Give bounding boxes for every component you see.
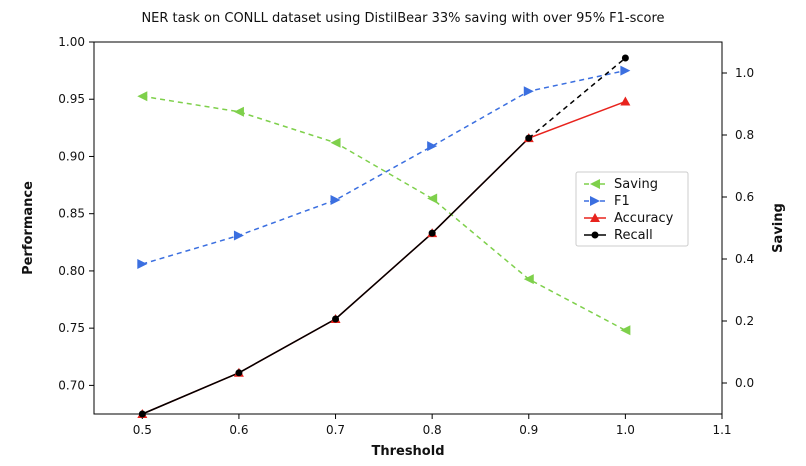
y-tick-label: 0.95 bbox=[58, 92, 85, 106]
y-axis-left: 0.70 0.75 0.80 0.85 0.90 0.95 1.00 bbox=[58, 35, 94, 392]
legend-marker-f1 bbox=[590, 196, 600, 206]
saving-point bbox=[233, 106, 244, 117]
legend-marker-accuracy bbox=[590, 213, 600, 222]
plot-frame bbox=[93, 41, 723, 415]
f1-point bbox=[523, 86, 534, 97]
y-tick-label: 0.75 bbox=[58, 321, 85, 335]
y2-tick-label: 1.0 bbox=[735, 66, 754, 80]
x-tick-label: 0.5 bbox=[133, 423, 152, 437]
y-tick-label: 0.70 bbox=[58, 378, 85, 392]
recall-point bbox=[621, 54, 629, 62]
x-axis-title: Threshold bbox=[371, 444, 444, 459]
saving-point bbox=[523, 274, 534, 285]
x-tick-label: 0.7 bbox=[326, 423, 345, 437]
x-tick-label: 1.0 bbox=[616, 423, 635, 437]
y-tick-label: 0.90 bbox=[58, 149, 85, 163]
y2-tick-label: 0.0 bbox=[735, 376, 754, 390]
f1-point bbox=[427, 141, 438, 152]
legend-label-accuracy: Accuracy bbox=[614, 211, 674, 226]
y2-tick-label: 0.6 bbox=[735, 190, 754, 204]
saving-line bbox=[142, 95, 626, 331]
legend-label-f1: F1 bbox=[614, 194, 630, 209]
legend-label-saving: Saving bbox=[614, 177, 658, 192]
recall-line-dashed-segment bbox=[528, 57, 626, 139]
chart-title: NER task on CONLL dataset using DistilBe… bbox=[141, 11, 664, 26]
x-axis: 0.5 0.6 0.7 0.8 0.9 1.0 1.1 bbox=[133, 414, 732, 437]
f1-point bbox=[233, 230, 244, 241]
x-tick-label: 0.6 bbox=[229, 423, 248, 437]
accuracy-point bbox=[620, 96, 631, 106]
f1-point bbox=[330, 194, 341, 205]
f1-point bbox=[137, 259, 148, 270]
legend-label-recall: Recall bbox=[614, 228, 653, 243]
x-tick-label: 0.9 bbox=[519, 423, 538, 437]
f1-line bbox=[142, 69, 626, 265]
recall-point bbox=[138, 410, 146, 418]
saving-point bbox=[137, 91, 148, 102]
saving-point bbox=[427, 193, 438, 204]
x-tick-label: 1.1 bbox=[712, 423, 731, 437]
legend-marker-saving bbox=[590, 179, 600, 189]
y2-tick-label: 0.4 bbox=[735, 252, 754, 266]
y-axis-title: Performance bbox=[21, 181, 36, 275]
f1-point bbox=[620, 65, 631, 76]
legend: Saving F1 Accuracy Recall bbox=[575, 171, 689, 247]
y2-tick-label: 0.8 bbox=[735, 128, 754, 142]
legend-marker-recall bbox=[591, 231, 599, 239]
saving-point bbox=[620, 325, 631, 336]
x-tick-label: 0.8 bbox=[423, 423, 442, 437]
legend-box bbox=[575, 171, 689, 247]
y-tick-label: 0.80 bbox=[58, 264, 85, 278]
accuracy-line bbox=[142, 100, 626, 415]
recall-line bbox=[142, 137, 530, 415]
y-tick-label: 0.85 bbox=[58, 207, 85, 221]
saving-point bbox=[330, 137, 341, 148]
series-group bbox=[137, 54, 631, 418]
recall-point bbox=[235, 369, 243, 377]
y2-tick-label: 0.2 bbox=[735, 314, 754, 328]
y2-axis-title: Saving bbox=[771, 203, 786, 253]
y-tick-label: 1.00 bbox=[58, 35, 85, 49]
recall-point bbox=[428, 229, 436, 237]
y-axis-right: 0.0 0.2 0.4 0.6 0.8 1.0 bbox=[722, 66, 754, 390]
recall-point bbox=[332, 315, 340, 323]
recall-point bbox=[525, 134, 533, 142]
